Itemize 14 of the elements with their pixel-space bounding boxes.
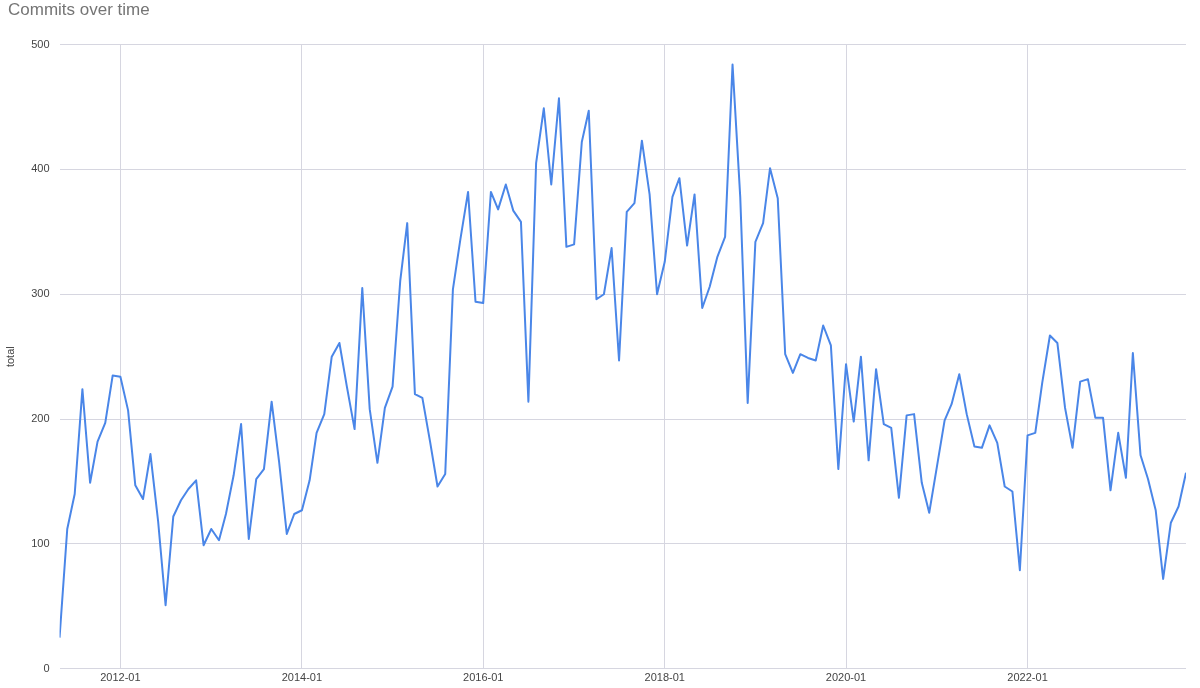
y-tick-label: 200 (31, 412, 50, 425)
y-tick-label: 400 (31, 162, 50, 175)
y-tick-label: 100 (31, 536, 50, 549)
y-axis-title: total (3, 346, 16, 368)
chart-title: Commits over time (8, 0, 150, 20)
x-tick-label: 2016-01 (463, 671, 504, 684)
x-tick-label: 2012-01 (100, 671, 141, 684)
x-tick-label: 2020-01 (825, 671, 867, 684)
y-tick-label: 500 (31, 37, 50, 50)
x-tick-label: 2018-01 (644, 671, 685, 684)
x-tick-label: 2014-01 (281, 671, 323, 684)
y-tick-label: 0 (43, 661, 50, 674)
y-tick-label: 300 (31, 287, 50, 300)
x-tick-label: 2022-01 (1007, 671, 1048, 684)
